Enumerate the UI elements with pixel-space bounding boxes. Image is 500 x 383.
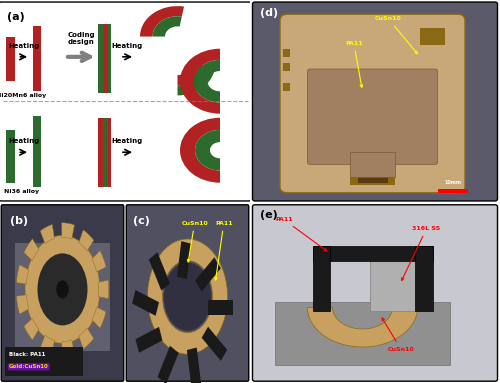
Bar bbox=[103, 25, 108, 93]
Bar bbox=[202, 327, 227, 361]
Bar bbox=[282, 83, 290, 92]
Text: 316L SS: 316L SS bbox=[402, 226, 441, 280]
Bar bbox=[208, 300, 233, 314]
FancyBboxPatch shape bbox=[308, 69, 438, 164]
Text: Ni36 alloy: Ni36 alloy bbox=[4, 189, 39, 194]
FancyBboxPatch shape bbox=[252, 2, 498, 201]
Wedge shape bbox=[178, 65, 215, 95]
Bar bbox=[420, 28, 445, 45]
Bar bbox=[98, 118, 103, 187]
Bar bbox=[158, 346, 178, 383]
Wedge shape bbox=[92, 250, 106, 272]
Wedge shape bbox=[78, 230, 94, 251]
Bar bbox=[438, 189, 468, 193]
Bar bbox=[282, 63, 290, 71]
Bar bbox=[32, 116, 41, 187]
Bar bbox=[149, 252, 170, 291]
Bar bbox=[98, 25, 103, 93]
Wedge shape bbox=[62, 223, 74, 239]
Text: (d): (d) bbox=[260, 8, 278, 18]
Text: Coding
design: Coding design bbox=[68, 32, 95, 45]
FancyBboxPatch shape bbox=[280, 14, 465, 193]
Wedge shape bbox=[78, 328, 94, 349]
Wedge shape bbox=[24, 239, 39, 260]
Bar bbox=[282, 49, 290, 57]
Wedge shape bbox=[16, 265, 29, 284]
FancyBboxPatch shape bbox=[126, 205, 249, 381]
Wedge shape bbox=[194, 60, 220, 103]
Bar bbox=[275, 302, 450, 365]
FancyBboxPatch shape bbox=[0, 2, 252, 201]
Bar bbox=[32, 26, 41, 92]
Circle shape bbox=[56, 280, 69, 298]
Bar bbox=[132, 290, 159, 316]
Wedge shape bbox=[180, 118, 220, 183]
Text: (c): (c) bbox=[132, 216, 150, 226]
Bar bbox=[195, 257, 221, 291]
Bar bbox=[15, 242, 110, 350]
Text: PA11: PA11 bbox=[214, 221, 232, 280]
Bar bbox=[108, 25, 111, 93]
Text: Heating: Heating bbox=[8, 138, 40, 144]
Bar bbox=[177, 241, 191, 279]
Wedge shape bbox=[195, 130, 220, 170]
Text: Black: PA11: Black: PA11 bbox=[9, 352, 45, 357]
Text: (b): (b) bbox=[10, 216, 28, 226]
Wedge shape bbox=[92, 307, 106, 328]
Wedge shape bbox=[140, 6, 184, 36]
Text: (e): (e) bbox=[260, 210, 278, 220]
Bar bbox=[415, 246, 432, 311]
Circle shape bbox=[38, 254, 88, 326]
Text: 10mm: 10mm bbox=[444, 180, 461, 185]
Wedge shape bbox=[62, 340, 74, 356]
Circle shape bbox=[25, 236, 100, 344]
Bar bbox=[358, 177, 388, 183]
Text: CuSn10: CuSn10 bbox=[375, 16, 418, 54]
Bar bbox=[350, 152, 395, 177]
Bar bbox=[136, 327, 162, 353]
Wedge shape bbox=[40, 224, 54, 244]
Wedge shape bbox=[178, 65, 203, 85]
Text: Heating: Heating bbox=[8, 43, 40, 49]
Text: (a): (a) bbox=[8, 12, 25, 22]
Text: CuSn10: CuSn10 bbox=[382, 318, 414, 352]
Bar bbox=[6, 36, 15, 81]
Bar bbox=[187, 347, 201, 383]
Wedge shape bbox=[24, 318, 39, 340]
Text: PA11: PA11 bbox=[275, 217, 327, 251]
Text: Gold:CuSn10: Gold:CuSn10 bbox=[9, 364, 48, 369]
Bar bbox=[370, 254, 420, 311]
Wedge shape bbox=[152, 16, 182, 36]
FancyBboxPatch shape bbox=[252, 205, 498, 381]
FancyBboxPatch shape bbox=[1, 205, 124, 381]
Wedge shape bbox=[180, 49, 220, 114]
Wedge shape bbox=[16, 295, 29, 314]
Text: Heating: Heating bbox=[112, 138, 143, 144]
Wedge shape bbox=[98, 280, 109, 299]
Bar bbox=[108, 118, 111, 187]
Bar bbox=[5, 347, 82, 376]
Bar bbox=[6, 130, 15, 183]
Bar bbox=[312, 246, 330, 311]
Bar bbox=[103, 118, 108, 187]
Wedge shape bbox=[148, 239, 228, 354]
Wedge shape bbox=[308, 308, 418, 347]
Text: CuSn10: CuSn10 bbox=[181, 221, 208, 262]
Wedge shape bbox=[40, 335, 54, 354]
Circle shape bbox=[164, 262, 211, 331]
Bar bbox=[350, 177, 395, 185]
Text: Ni20Mn6 alloy: Ni20Mn6 alloy bbox=[0, 93, 46, 98]
Text: Heating: Heating bbox=[112, 43, 143, 49]
Bar bbox=[312, 246, 432, 260]
Text: PA11: PA11 bbox=[345, 41, 362, 87]
